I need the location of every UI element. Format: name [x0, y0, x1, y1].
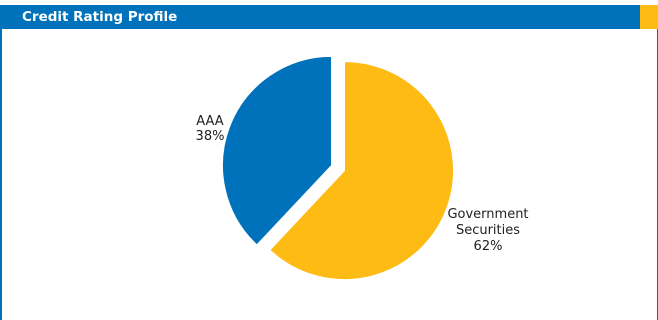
pie-label-1: Government Securities 62% — [447, 207, 528, 254]
pie-label-0-line-1: 38% — [196, 129, 225, 144]
credit-rating-pie-chart: AAA 38% Government Securities 62% — [196, 55, 529, 280]
pie-labels: AAA 38% Government Securities 62% — [196, 114, 529, 254]
pie-label-1-line-0: Government — [447, 207, 528, 222]
pie-label-1-line-1: Securities — [456, 223, 520, 238]
pie-slice-1 — [269, 61, 454, 280]
header-accent-block — [640, 5, 658, 29]
pie-label-0: AAA 38% — [196, 114, 225, 144]
panel-title: Credit Rating Profile — [22, 9, 178, 25]
pie-slices — [222, 55, 454, 280]
panel-left-border — [0, 29, 2, 320]
panel-header: Credit Rating Profile — [0, 5, 658, 29]
pie-label-0-line-0: AAA — [196, 114, 224, 129]
pie-slice-0 — [222, 55, 332, 246]
pie-label-1-line-2: 62% — [474, 239, 503, 254]
